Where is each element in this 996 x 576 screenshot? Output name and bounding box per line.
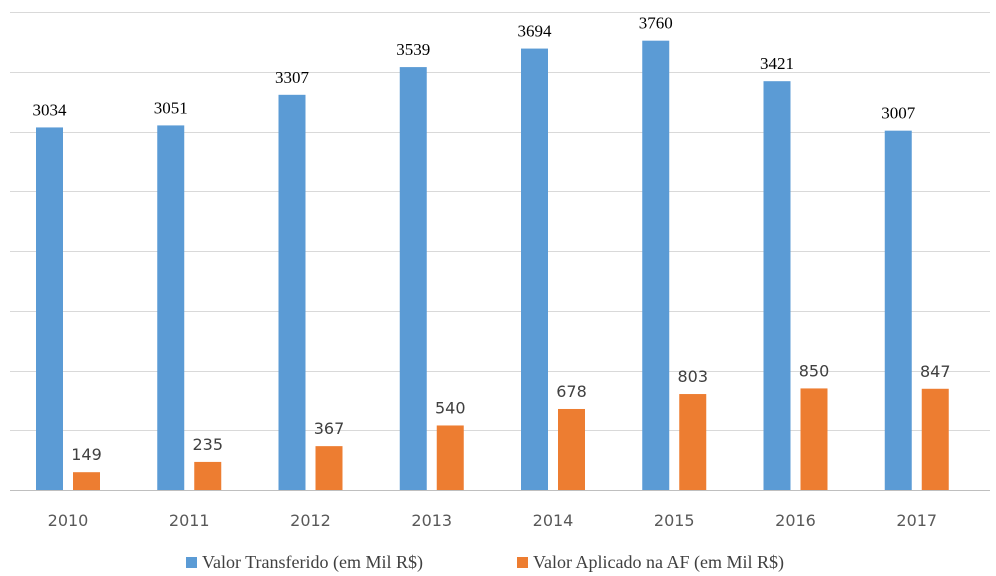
x-tick-label: 2016: [775, 511, 816, 530]
data-label: 3539: [396, 40, 430, 59]
bar-valor-transferido-2017: [884, 130, 912, 490]
data-label: 540: [435, 398, 466, 417]
bar-valor-aplicado-2010: [73, 472, 100, 490]
data-label: 235: [192, 435, 223, 454]
bar-valor-aplicado-2012: [315, 446, 343, 490]
x-tick-label: 2011: [169, 511, 210, 530]
data-label: 367: [314, 419, 345, 438]
bar-valor-aplicado-2017: [921, 388, 949, 490]
x-tick-label: 2014: [533, 511, 574, 530]
x-axis-ticks: 2010 2011 2012 2013 2014 2015 2016 2017: [48, 511, 937, 530]
data-label: 3760: [639, 14, 673, 33]
x-tick-label: 2012: [290, 511, 331, 530]
data-label: 3051: [154, 98, 188, 117]
legend: Valor Transferido (em Mil R$) Valor Aplic…: [186, 552, 784, 573]
legend-label: Valor Aplicado na AF (em Mil R$): [533, 552, 784, 573]
bar-valor-transferido-2012: [278, 94, 306, 490]
bar-valor-transferido-2010: [36, 127, 63, 490]
bar-valor-transferido-2013: [399, 67, 427, 490]
bar-valor-aplicado-2014: [558, 408, 585, 490]
data-label: 3421: [760, 54, 794, 73]
data-label: 149: [71, 445, 102, 464]
data-label: 3007: [881, 104, 916, 123]
x-tick-label: 2010: [48, 511, 89, 530]
bar-valor-aplicado-2013: [436, 425, 464, 490]
bar-valor-aplicado-2015: [679, 394, 707, 490]
data-label: 847: [920, 362, 951, 381]
data-label: 803: [677, 367, 708, 386]
data-label: 3694: [518, 22, 553, 41]
legend-swatch: [517, 557, 528, 568]
data-labels: 3034 149 3051 235 3307 367 3539 540 3694 678 3760 8…: [33, 14, 951, 465]
bar-valor-aplicado-2011: [194, 461, 222, 490]
legend-swatch: [186, 557, 197, 568]
bar-valor-aplicado-2016: [800, 388, 828, 490]
data-label: 3307: [275, 68, 310, 87]
bar-valor-transferido-2011: [157, 125, 185, 490]
data-label: 850: [799, 361, 830, 380]
x-tick-label: 2013: [411, 511, 452, 530]
bar-valor-transferido-2014: [521, 48, 548, 490]
bar-valor-transferido-2015: [642, 40, 670, 491]
bars: [36, 40, 949, 491]
gridlines: [10, 12, 990, 491]
legend-label: Valor Transferido (em Mil R$): [202, 552, 423, 573]
x-tick-label: 2015: [654, 511, 695, 530]
data-label: 3034: [33, 100, 68, 119]
data-label: 678: [556, 382, 587, 401]
bar-valor-transferido-2016: [763, 81, 791, 491]
x-tick-label: 2017: [896, 511, 937, 530]
